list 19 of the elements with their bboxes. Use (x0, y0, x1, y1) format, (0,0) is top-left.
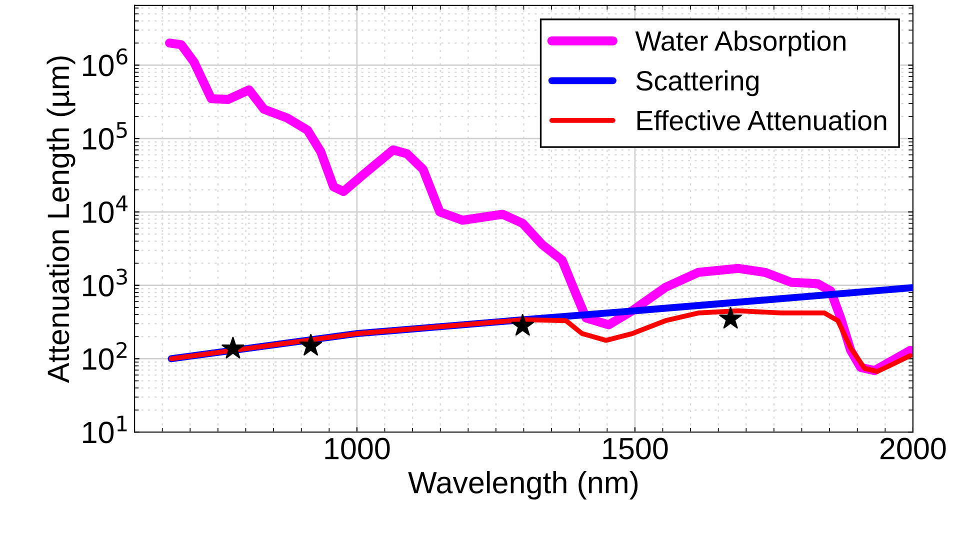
line-series (168, 308, 913, 374)
point (511, 314, 534, 336)
legend-label: Scattering (636, 70, 758, 96)
x-tick-label: 2000 (880, 438, 946, 460)
y-tick-label: 10$^{5}$ (83, 122, 127, 150)
y-tick-label: 10$^{1}$ (83, 416, 127, 444)
point (299, 334, 322, 356)
x-tick-label: 1500 (603, 438, 668, 460)
y-tick-label: 10$^{3}$ (83, 268, 127, 296)
point (222, 336, 244, 358)
y-tick-label: 10$^{4}$ (83, 196, 128, 224)
y-tick-label: 10$^{2}$ (83, 342, 127, 370)
legend-label: Water Absorption (635, 30, 846, 56)
legend-label: Effective Attenuation (637, 110, 886, 130)
y-axis-title: Attenuation Length (µm) (46, 56, 76, 383)
point (719, 306, 742, 329)
x-axis-title: Wavelength (nm) (408, 471, 638, 500)
x-tick-label: 1000 (325, 438, 390, 460)
y-tick-label: 10$^{6}$ (83, 48, 128, 76)
